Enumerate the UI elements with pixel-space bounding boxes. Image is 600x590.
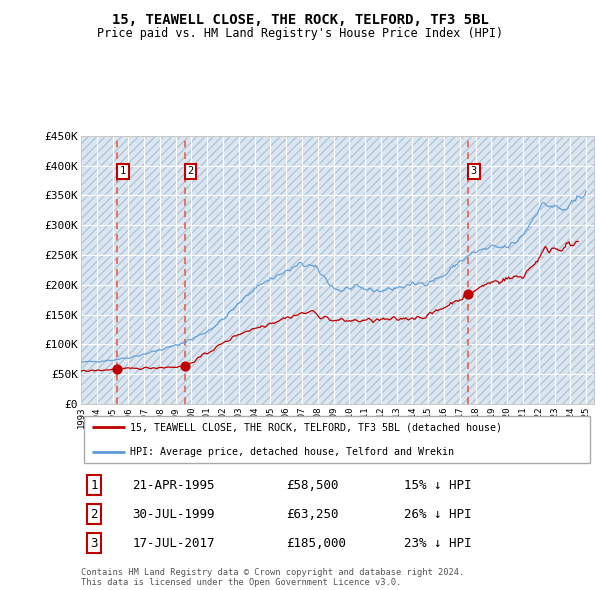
Text: 2: 2: [187, 166, 193, 176]
Text: £63,250: £63,250: [286, 507, 339, 521]
Text: 3: 3: [471, 166, 477, 176]
Point: [113, 365, 122, 374]
Text: 15% ↓ HPI: 15% ↓ HPI: [404, 478, 472, 492]
Text: 2: 2: [90, 507, 98, 521]
Text: 3: 3: [90, 536, 98, 550]
Point: [180, 362, 190, 371]
Point: [464, 289, 473, 299]
Text: Price paid vs. HM Land Registry's House Price Index (HPI): Price paid vs. HM Land Registry's House …: [97, 27, 503, 40]
Text: 1: 1: [120, 166, 126, 176]
Text: 21-APR-1995: 21-APR-1995: [133, 478, 215, 492]
Text: 17-JUL-2017: 17-JUL-2017: [133, 536, 215, 550]
Text: 1: 1: [90, 478, 98, 492]
Text: 23% ↓ HPI: 23% ↓ HPI: [404, 536, 472, 550]
Text: 15, TEAWELL CLOSE, THE ROCK, TELFORD, TF3 5BL: 15, TEAWELL CLOSE, THE ROCK, TELFORD, TF…: [112, 13, 488, 27]
Text: HPI: Average price, detached house, Telford and Wrekin: HPI: Average price, detached house, Telf…: [130, 447, 454, 457]
FancyBboxPatch shape: [83, 415, 590, 464]
Text: 26% ↓ HPI: 26% ↓ HPI: [404, 507, 472, 521]
Text: £58,500: £58,500: [286, 478, 339, 492]
Text: Contains HM Land Registry data © Crown copyright and database right 2024.
This d: Contains HM Land Registry data © Crown c…: [81, 568, 464, 587]
Text: 30-JUL-1999: 30-JUL-1999: [133, 507, 215, 521]
Text: 15, TEAWELL CLOSE, THE ROCK, TELFORD, TF3 5BL (detached house): 15, TEAWELL CLOSE, THE ROCK, TELFORD, TF…: [130, 422, 502, 432]
Text: £185,000: £185,000: [286, 536, 346, 550]
